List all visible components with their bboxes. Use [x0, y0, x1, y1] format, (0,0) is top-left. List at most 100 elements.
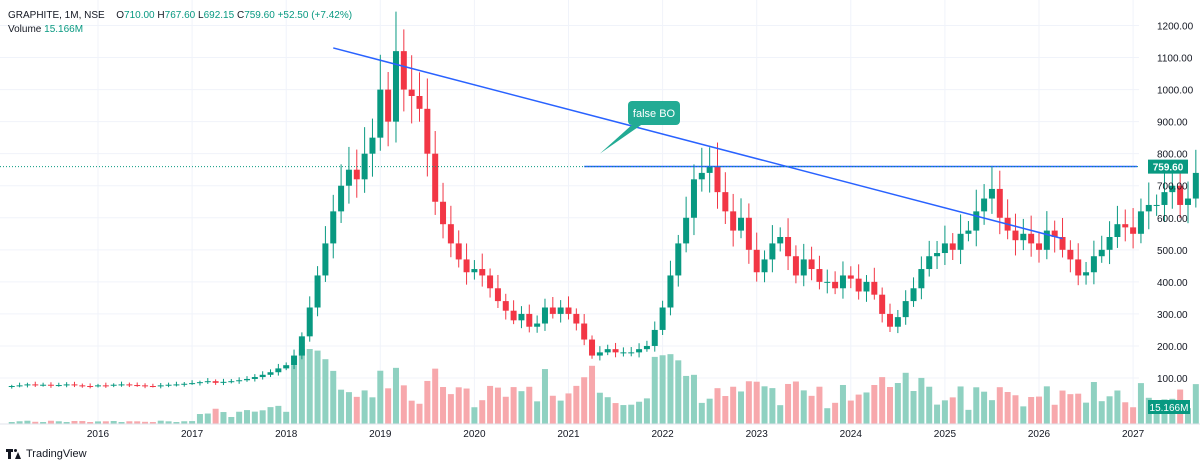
candle-body — [1177, 185, 1184, 205]
volume-bar — [259, 410, 266, 424]
candle-body — [698, 172, 705, 180]
volume-bar — [573, 385, 580, 424]
volume-bar — [839, 384, 846, 424]
candle-body — [745, 217, 752, 250]
volume-bar — [165, 421, 172, 424]
time-tick-label: 2025 — [934, 429, 957, 440]
volume-bar — [1114, 390, 1121, 424]
volume-bar — [596, 392, 603, 424]
candle-body — [1051, 230, 1058, 237]
candle-body — [142, 385, 149, 387]
candle-body — [377, 89, 384, 138]
candle-body — [165, 384, 172, 386]
volume-bar — [322, 359, 329, 424]
close-label: C — [236, 10, 245, 21]
candle-body — [494, 288, 501, 302]
open-value: 710.00 — [124, 10, 155, 21]
candle-body — [440, 201, 447, 225]
volume-bar — [832, 402, 839, 424]
volume-bar — [518, 391, 525, 424]
volume-bar — [95, 421, 101, 424]
candle-body — [400, 51, 407, 90]
price-tick-label: 1000.00 — [1157, 86, 1194, 97]
volume-bar — [8, 422, 15, 424]
change-value: +52.50 (+7.42%) — [277, 10, 353, 21]
candle-body — [1114, 224, 1121, 237]
candle-body — [306, 307, 313, 337]
volume-bar — [628, 404, 635, 424]
candle-body — [839, 275, 846, 289]
volume-bar — [447, 394, 454, 424]
volume-bar — [236, 411, 243, 424]
candle-body — [1067, 249, 1074, 260]
candle-body — [714, 166, 721, 193]
candle-body — [769, 243, 776, 260]
volume-bar — [63, 422, 70, 424]
candles — [8, 11, 1199, 389]
low-label: L — [198, 10, 204, 21]
candle-body — [643, 345, 650, 350]
candle-body — [189, 383, 196, 385]
candle-body — [565, 307, 572, 314]
volume-bar — [189, 421, 196, 424]
candle-body — [1059, 237, 1066, 250]
candle-body — [1090, 256, 1097, 273]
candle-body — [549, 307, 556, 314]
volume-bar — [400, 385, 407, 424]
volume-bar — [267, 407, 274, 424]
candle-body — [604, 349, 611, 353]
volume-bar — [690, 374, 697, 424]
tradingview-branding[interactable]: TradingView — [6, 446, 87, 462]
time-tick-label: 2023 — [746, 429, 769, 440]
candle-body — [196, 382, 203, 384]
volume-bar — [134, 421, 141, 424]
candle-body — [87, 386, 94, 388]
volume-bar — [149, 421, 156, 424]
candle-body — [102, 385, 109, 387]
volume-bar — [949, 397, 956, 424]
candle-body — [1043, 230, 1050, 250]
candle-body — [887, 313, 894, 327]
candle-body — [471, 269, 478, 273]
candle-body — [212, 381, 219, 383]
candle-body — [996, 188, 1003, 218]
candle-body — [134, 385, 141, 387]
volume-bar — [887, 387, 894, 424]
volume-bar — [722, 396, 729, 424]
volume-bar — [1075, 393, 1082, 424]
price-tick-label: 600.00 — [1157, 214, 1188, 225]
price-tick-label: 400.00 — [1157, 278, 1188, 289]
volume-bar — [1051, 404, 1058, 424]
volume-bar — [910, 391, 917, 424]
volume-bar — [659, 355, 666, 424]
volume-bar — [934, 404, 941, 424]
candle-body — [243, 378, 250, 381]
candle-body — [385, 89, 392, 122]
candle-body — [863, 281, 870, 292]
volume-bar — [440, 387, 447, 424]
volume-bar — [24, 420, 31, 424]
volume-bar — [941, 400, 948, 424]
time-tick-label: 2022 — [651, 429, 674, 440]
volume-bars — [8, 349, 1199, 424]
volume-bar — [926, 386, 933, 424]
volume-bar — [824, 408, 831, 424]
candle-body — [487, 275, 494, 289]
candle-body — [330, 211, 337, 244]
volume-badge — [1148, 400, 1190, 414]
volume-bar — [16, 421, 23, 424]
candle-body — [126, 384, 133, 386]
price-axis: 100.00 200.00 300.00 400.00 500.00 600.00 700.… — [1148, 22, 1194, 414]
candle-body — [926, 256, 933, 270]
volume-bar — [71, 421, 78, 424]
close-value: 759.60 — [244, 10, 275, 21]
price-tick-label: 1100.00 — [1157, 54, 1193, 65]
volume-bar — [181, 421, 188, 424]
time-tick-label: 2026 — [1028, 429, 1051, 440]
volume-bar — [55, 421, 62, 424]
candle-body — [283, 365, 290, 369]
price-tick-label: 700.00 — [1157, 182, 1188, 193]
volume-bar — [777, 405, 784, 424]
candle-body — [408, 89, 415, 96]
